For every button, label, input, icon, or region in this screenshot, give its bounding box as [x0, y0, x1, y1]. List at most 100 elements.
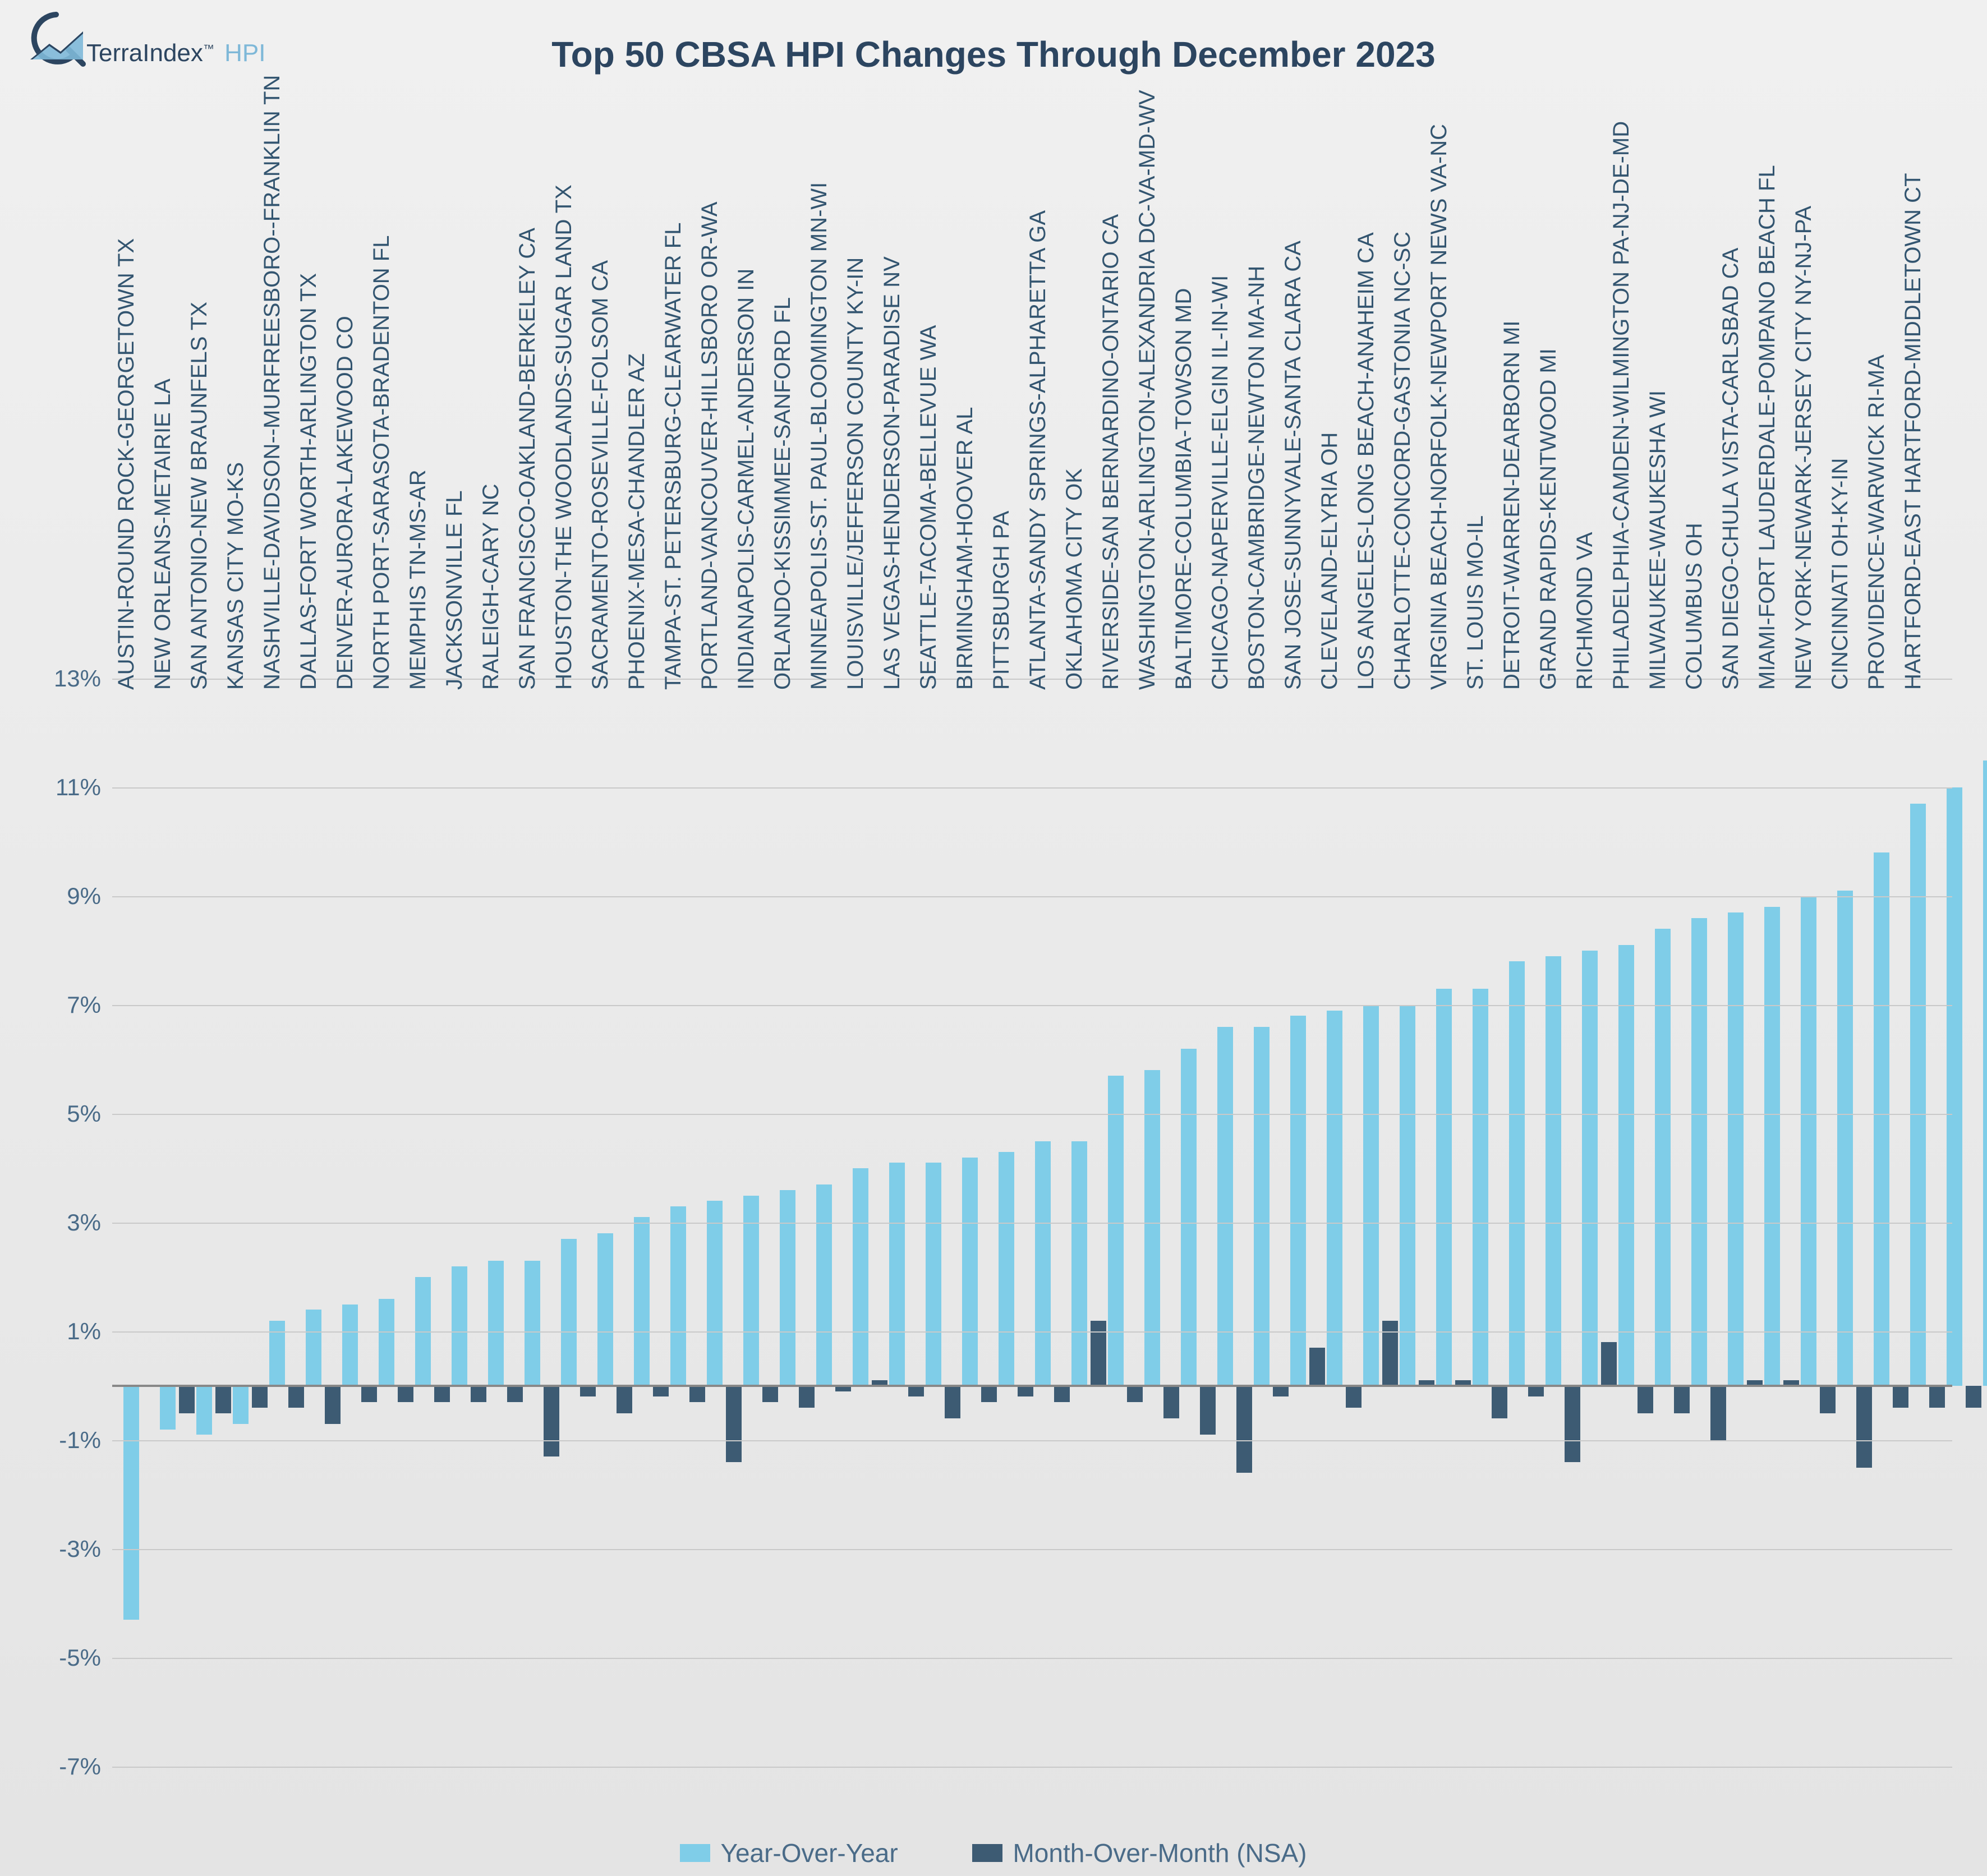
chart-plot-area: -7%-5%-3%-1%1%3%5%7%9%11%13%	[112, 679, 1952, 1767]
category-label: GRAND RAPIDS-KENTWOOD MI	[1536, 348, 1561, 690]
category-label: CINCINNATI OH-KY-IN	[1828, 458, 1853, 690]
legend-yoy-label: Year-Over-Year	[720, 1838, 898, 1868]
bar-mom	[361, 1386, 377, 1402]
category-label: ST. LOUIS MO-IL	[1463, 515, 1488, 690]
category-label: MINNEAPOLIS-ST. PAUL-BLOOMINGTON MN-WI	[807, 182, 832, 690]
bar-mom	[762, 1386, 778, 1402]
bar-mom	[726, 1386, 742, 1462]
swatch-yoy	[680, 1844, 710, 1862]
bar-yoy	[1618, 945, 1634, 1386]
gridline	[112, 1767, 1952, 1768]
bar-mom	[1054, 1386, 1070, 1402]
category-label: LOS ANGELES-LONG BEACH-ANAHEIM CA	[1354, 232, 1379, 690]
bar-mom	[1710, 1386, 1726, 1440]
y-tick-label: -7%	[39, 1753, 101, 1780]
bar-yoy	[1473, 989, 1488, 1386]
bar-yoy	[1582, 951, 1598, 1386]
y-tick-label: -1%	[39, 1427, 101, 1454]
bar-yoy	[1327, 1011, 1342, 1386]
bar-yoy	[1801, 896, 1816, 1386]
bar-mom	[507, 1386, 523, 1402]
bar-mom	[580, 1386, 596, 1396]
category-label: RIVERSIDE-SAN BERNARDINO-ONTARIO CA	[1098, 214, 1124, 690]
bar-yoy	[525, 1261, 540, 1386]
bar-yoy	[816, 1184, 832, 1386]
bar-yoy	[707, 1201, 723, 1386]
bar-mom	[1966, 1386, 1981, 1408]
bar-mom	[471, 1386, 486, 1402]
bar-mom	[1929, 1386, 1945, 1408]
y-tick-label: 11%	[39, 774, 101, 801]
bar-mom	[179, 1386, 195, 1413]
bar-yoy	[1874, 852, 1889, 1386]
category-label: RALEIGH-CARY NC	[479, 484, 504, 690]
bar-yoy	[1983, 760, 1987, 1386]
category-label: LOUISVILLE/JEFFERSON COUNTY KY-IN	[843, 257, 868, 690]
bar-yoy	[780, 1190, 795, 1386]
category-label: SEATTLE-TACOMA-BELLEVUE WA	[916, 325, 941, 690]
bar-yoy	[926, 1163, 941, 1386]
bar-mom	[252, 1386, 268, 1408]
category-label: HARTFORD-EAST HARTFORD-MIDDLETOWN CT	[1901, 173, 1926, 690]
bar-yoy	[1728, 912, 1744, 1386]
category-label: COLUMBUS OH	[1682, 523, 1707, 690]
category-label: VIRGINIA BEACH-NORFOLK-NEWPORT NEWS VA-N…	[1427, 124, 1452, 690]
bar-yoy	[1290, 1016, 1306, 1386]
bar-mom	[325, 1386, 341, 1424]
category-label: SACRAMENTO-ROSEVILLE-FOLSOM CA	[588, 260, 613, 690]
bar-yoy	[561, 1239, 577, 1386]
bar-yoy	[1837, 891, 1853, 1386]
bar-yoy	[342, 1305, 358, 1386]
bar-mom	[908, 1386, 924, 1396]
y-tick-label: 1%	[39, 1318, 101, 1345]
bar-mom	[434, 1386, 450, 1402]
bar-mom	[215, 1386, 231, 1413]
bar-mom	[1820, 1386, 1836, 1413]
category-label: RICHMOND VA	[1572, 532, 1598, 690]
bar-yoy	[1436, 989, 1452, 1386]
bar-yoy	[1655, 929, 1671, 1386]
bar-yoy	[1035, 1141, 1051, 1386]
bar-yoy	[889, 1163, 905, 1386]
bar-yoy	[1363, 1005, 1379, 1386]
bar-mom	[1163, 1386, 1179, 1418]
legend-yoy: Year-Over-Year	[680, 1838, 898, 1868]
bar-yoy	[196, 1386, 212, 1435]
category-label: LAS VEGAS-HENDERSON-PARADISE NV	[880, 256, 905, 690]
bar-yoy	[123, 1386, 139, 1620]
bar-yoy	[1947, 787, 1962, 1386]
bar-yoy	[1108, 1076, 1124, 1386]
bar-yoy	[1910, 804, 1926, 1386]
y-tick-label: -5%	[39, 1644, 101, 1671]
category-label: AUSTIN-ROUND ROCK-GEORGETOWN TX	[114, 238, 139, 690]
bar-yoy	[488, 1261, 504, 1386]
bar-mom	[1893, 1386, 1908, 1408]
category-label: CLEVELAND-ELYRIA OH	[1317, 432, 1342, 690]
legend-mom: Month-Over-Month (NSA)	[972, 1838, 1307, 1868]
gridline	[112, 1005, 1952, 1006]
bar-yoy	[1181, 1049, 1197, 1386]
bar-mom	[799, 1386, 815, 1408]
y-tick-label: 7%	[39, 992, 101, 1018]
bar-mom	[653, 1386, 669, 1396]
bar-mom	[1601, 1342, 1617, 1386]
category-label: NORTH PORT-SARASOTA-BRADENTON FL	[369, 236, 394, 690]
bar-mom	[1856, 1386, 1872, 1468]
bar-yoy	[160, 1386, 176, 1430]
category-label: JACKSONVILLE FL	[442, 490, 467, 690]
bar-mom	[617, 1386, 632, 1413]
bar-yoy	[1691, 918, 1707, 1386]
category-label: SAN FRANCISCO-OAKLAND-BERKELEY CA	[515, 228, 540, 690]
baseline	[112, 1385, 1952, 1387]
gridline	[112, 1223, 1952, 1224]
category-label: BIRMINGHAM-HOOVER AL	[953, 407, 978, 690]
chart-page: TerraIndex™ HPI Top 50 CBSA HPI Changes …	[0, 0, 1987, 1876]
bar-mom	[1382, 1321, 1398, 1386]
category-label: PHILADELPHIA-CAMDEN-WILMINGTON PA-NJ-DE-…	[1609, 121, 1634, 690]
category-label: PROVIDENCE-WARWICK RI-MA	[1864, 354, 1889, 690]
category-label: SAN JOSE-SUNNYVALE-SANTA CLARA CA	[1281, 241, 1306, 690]
category-label: NASHVILLE-DAVIDSON--MURFREESBORO--FRANKL…	[260, 75, 285, 690]
bar-mom	[1565, 1386, 1580, 1462]
category-label: SAN ANTONIO-NEW BRAUNFELS TX	[187, 302, 212, 690]
bar-mom	[544, 1386, 559, 1456]
